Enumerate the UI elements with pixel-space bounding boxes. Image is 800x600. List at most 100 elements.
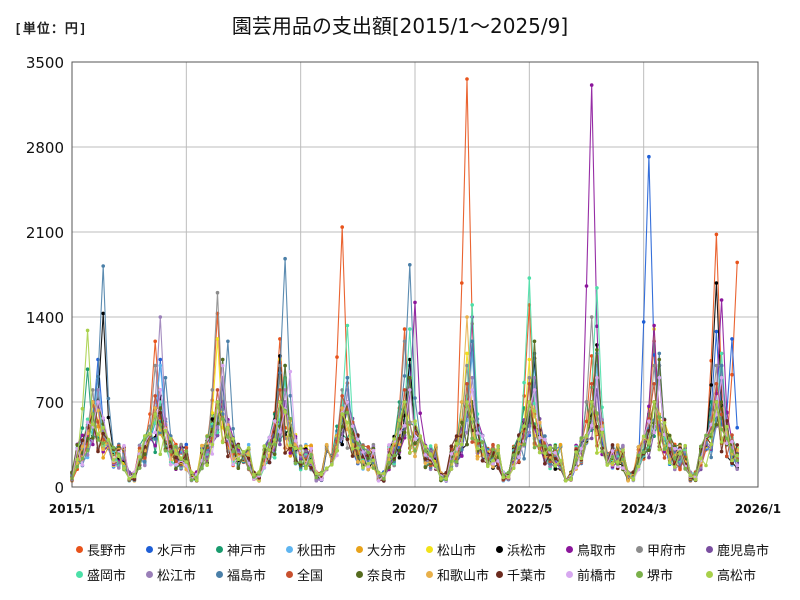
data-point (80, 426, 85, 430)
data-point (397, 455, 402, 460)
data-point (158, 422, 163, 427)
data-point (574, 450, 578, 454)
data-point (491, 447, 495, 452)
data-point (236, 466, 241, 471)
data-point (491, 458, 495, 463)
data-point (491, 461, 495, 466)
data-point (314, 478, 319, 483)
legend-label: 盛岡市 (87, 569, 127, 584)
data-point (288, 454, 293, 458)
data-point (257, 470, 261, 474)
data-point (153, 430, 157, 435)
data-point (252, 472, 256, 477)
legend-label: 全国 (297, 569, 324, 584)
data-point (621, 457, 625, 462)
data-point (688, 473, 693, 477)
data-point (101, 416, 105, 420)
data-point (657, 357, 662, 362)
data-point (101, 264, 105, 268)
data-point (454, 434, 459, 438)
data-point (158, 410, 163, 415)
data-point (413, 454, 417, 459)
data-point (272, 442, 277, 447)
data-point (189, 478, 194, 482)
data-point (179, 442, 183, 447)
data-point (600, 427, 604, 432)
legend-label: 高松市 (717, 569, 757, 584)
data-point (434, 463, 438, 467)
data-point (423, 453, 428, 457)
data-point (506, 475, 511, 479)
data-point (350, 435, 355, 440)
data-point (356, 441, 360, 446)
data-point (506, 470, 511, 475)
legend-item: 堺市 (636, 565, 706, 584)
data-point (491, 465, 495, 469)
data-point (267, 448, 272, 452)
data-point (283, 388, 287, 392)
data-point (91, 388, 95, 392)
legend-marker (356, 546, 363, 553)
data-point (231, 449, 235, 454)
data-point (80, 438, 85, 443)
data-point (641, 320, 646, 324)
data-point (563, 478, 568, 483)
legend-marker (286, 546, 293, 553)
data-point (725, 436, 729, 441)
data-point (595, 411, 599, 415)
data-point (428, 444, 433, 448)
data-point (636, 453, 641, 458)
data-point (387, 460, 391, 465)
data-point (709, 455, 713, 460)
data-point (730, 439, 734, 444)
data-point (678, 466, 682, 470)
data-point (111, 445, 116, 450)
data-point (647, 448, 651, 453)
data-point (278, 337, 282, 341)
data-point (543, 444, 547, 449)
data-point (293, 461, 298, 466)
data-point (324, 466, 329, 471)
data-point (345, 323, 350, 328)
data-point (179, 456, 183, 461)
y-tick-label: 3500 (26, 54, 64, 72)
data-point (584, 433, 589, 438)
data-point (470, 436, 475, 441)
data-point (293, 439, 298, 443)
data-point (465, 315, 469, 319)
data-point (709, 383, 713, 387)
data-point (735, 463, 739, 468)
data-point (673, 446, 677, 451)
data-point (158, 452, 163, 457)
legend-item: 全国 (286, 565, 356, 584)
data-point (158, 357, 163, 362)
data-point (278, 388, 282, 392)
data-point (163, 448, 168, 453)
data-point (80, 444, 85, 449)
data-point (309, 466, 313, 470)
data-point (735, 458, 739, 463)
legend-label: 大分市 (367, 544, 407, 559)
data-point (309, 459, 313, 463)
data-point (231, 462, 235, 467)
data-point (714, 232, 719, 237)
data-point (470, 375, 475, 380)
legend-label: 和歌山市 (437, 569, 490, 584)
y-tick-label: 2800 (26, 139, 64, 157)
data-point (278, 371, 282, 375)
data-point (402, 327, 407, 331)
data-point (127, 476, 131, 481)
data-point (397, 448, 402, 453)
data-point (704, 433, 708, 438)
data-point (85, 448, 90, 453)
data-point (647, 419, 651, 424)
legend-marker (566, 546, 573, 553)
data-point (309, 443, 313, 448)
data-point (460, 420, 464, 425)
data-point (85, 367, 90, 372)
data-point (340, 406, 345, 410)
data-point (75, 457, 79, 462)
data-point (470, 417, 475, 421)
data-point (589, 83, 594, 87)
y-tick-label: 1400 (26, 309, 64, 327)
